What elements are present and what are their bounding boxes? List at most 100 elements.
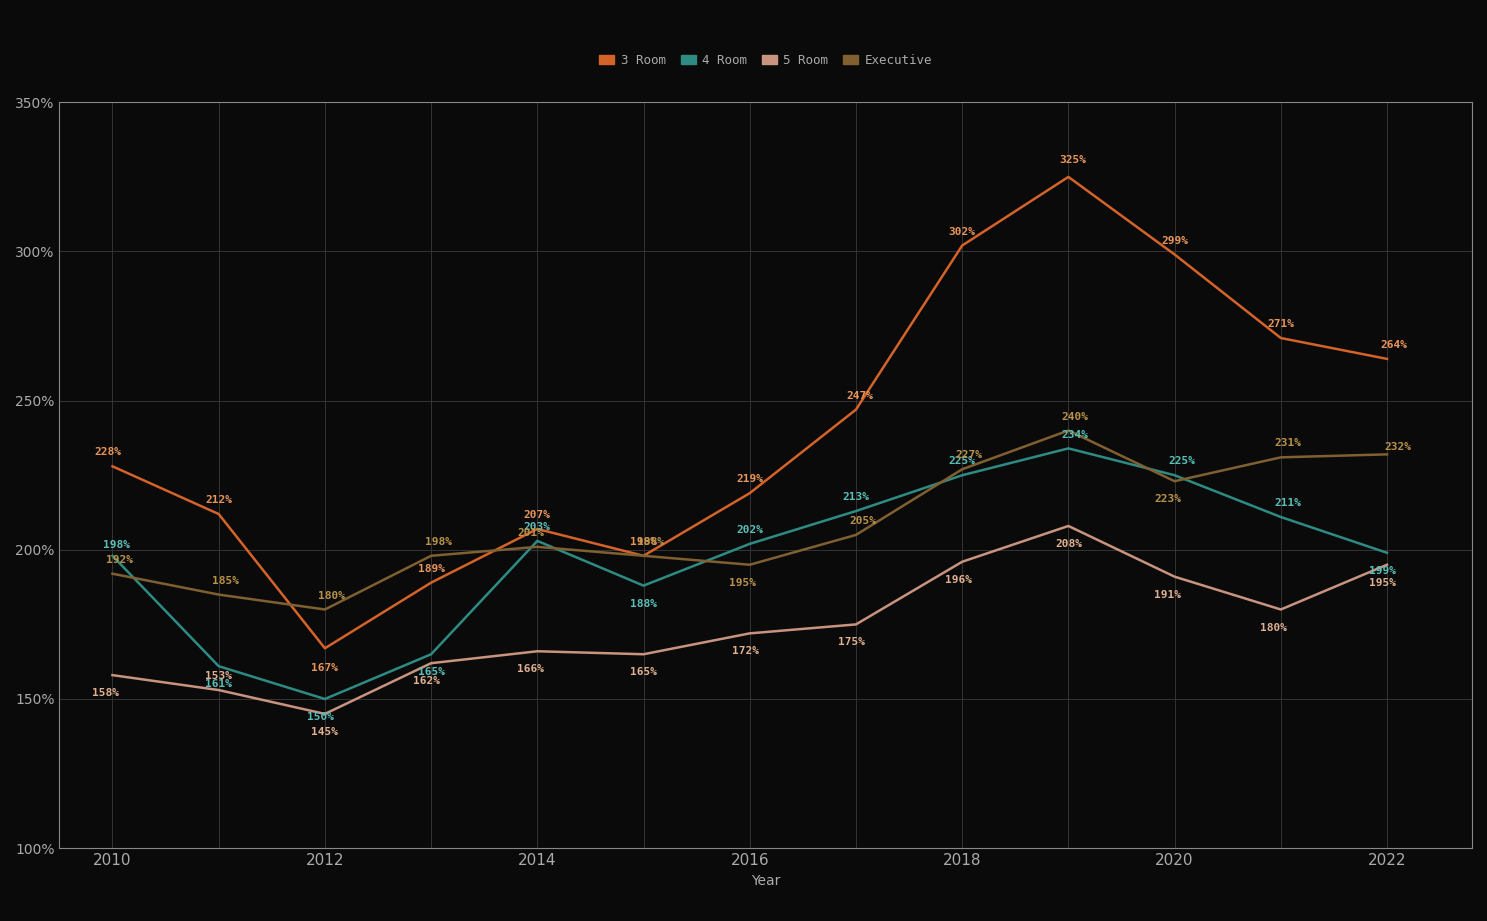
Executive [953, 464, 971, 475]
Text: 232%: 232% [1384, 442, 1411, 452]
Text: 271%: 271% [1267, 319, 1294, 329]
Text: 247%: 247% [846, 391, 874, 401]
Text: 175%: 175% [839, 637, 865, 647]
Executive [528, 542, 546, 553]
Text: 240%: 240% [1062, 412, 1088, 422]
Text: 167%: 167% [311, 663, 339, 672]
Legend: 3 Room, 4 Room, 5 Room, Executive: 3 Room, 4 Room, 5 Room, Executive [595, 49, 937, 72]
Executive [104, 568, 122, 579]
5 Room [635, 648, 653, 659]
X-axis label: Year: Year [751, 874, 781, 888]
Line: 5 Room: 5 Room [113, 526, 1387, 714]
Text: 145%: 145% [311, 727, 339, 737]
Text: 150%: 150% [308, 712, 335, 722]
5 Room [210, 684, 228, 695]
4 Room [1271, 511, 1289, 522]
Text: 192%: 192% [106, 554, 132, 565]
5 Room [1059, 520, 1077, 531]
Text: 172%: 172% [732, 647, 758, 657]
Text: 228%: 228% [95, 448, 122, 458]
Text: 219%: 219% [736, 474, 763, 484]
Executive [1271, 452, 1289, 463]
4 Room [635, 580, 653, 591]
3 Room [953, 240, 971, 251]
5 Room [104, 670, 122, 681]
Text: 180%: 180% [1261, 623, 1288, 633]
Text: 196%: 196% [944, 575, 971, 585]
5 Room [1378, 559, 1396, 570]
5 Room [741, 628, 758, 639]
Text: 185%: 185% [213, 576, 239, 586]
Text: 195%: 195% [1370, 577, 1396, 588]
3 Room [848, 404, 865, 415]
4 Room [1059, 443, 1077, 454]
Text: 161%: 161% [205, 679, 232, 689]
4 Room [210, 660, 228, 671]
5 Room [1166, 571, 1184, 582]
Text: 227%: 227% [956, 450, 983, 460]
3 Room [635, 550, 653, 561]
5 Room [315, 708, 333, 719]
Text: 162%: 162% [413, 676, 440, 686]
Text: 166%: 166% [517, 664, 544, 674]
Executive [635, 550, 653, 561]
Text: 208%: 208% [1054, 539, 1083, 549]
Text: 264%: 264% [1380, 340, 1408, 350]
Text: 189%: 189% [418, 564, 445, 574]
Executive [1378, 449, 1396, 460]
5 Room [528, 646, 546, 657]
3 Room [315, 643, 333, 654]
Text: 231%: 231% [1274, 438, 1301, 449]
4 Room [528, 535, 546, 546]
Executive [848, 530, 865, 541]
Text: 198%: 198% [425, 537, 452, 547]
Executive [1166, 475, 1184, 486]
Text: 198%: 198% [630, 537, 657, 547]
Text: 211%: 211% [1274, 498, 1301, 508]
Text: 205%: 205% [849, 516, 876, 526]
5 Room [953, 556, 971, 567]
3 Room [104, 460, 122, 472]
3 Room [1271, 332, 1289, 344]
5 Room [1271, 604, 1289, 615]
Text: 165%: 165% [418, 668, 445, 677]
Text: 202%: 202% [736, 525, 763, 535]
Text: 225%: 225% [1169, 456, 1196, 466]
4 Room [1378, 547, 1396, 558]
Line: 4 Room: 4 Room [113, 449, 1387, 699]
4 Room [315, 694, 333, 705]
Text: 225%: 225% [949, 456, 975, 466]
3 Room [741, 487, 758, 498]
4 Room [1166, 470, 1184, 481]
Executive [422, 550, 440, 561]
Text: 198%: 198% [636, 537, 665, 547]
Text: 165%: 165% [630, 668, 657, 677]
Text: 201%: 201% [517, 528, 544, 538]
4 Room [104, 550, 122, 561]
Text: 188%: 188% [630, 599, 657, 609]
Executive [315, 604, 333, 615]
Text: 223%: 223% [1154, 495, 1181, 505]
Text: 299%: 299% [1161, 236, 1188, 246]
3 Room [1378, 354, 1396, 365]
Executive [1059, 425, 1077, 436]
4 Room [953, 470, 971, 481]
Line: Executive: Executive [113, 430, 1387, 610]
Text: 213%: 213% [843, 492, 870, 502]
Text: 207%: 207% [523, 510, 550, 520]
3 Room [1059, 171, 1077, 182]
Text: 198%: 198% [103, 540, 131, 550]
5 Room [422, 658, 440, 669]
Text: 325%: 325% [1059, 156, 1086, 165]
3 Room [1166, 249, 1184, 260]
3 Room [210, 508, 228, 519]
3 Room [422, 577, 440, 589]
4 Room [422, 648, 440, 659]
Text: 153%: 153% [205, 671, 232, 682]
4 Room [741, 539, 758, 550]
3 Room [528, 523, 546, 534]
Line: 3 Room: 3 Room [113, 177, 1387, 648]
5 Room [848, 619, 865, 630]
Text: 158%: 158% [92, 688, 119, 698]
Text: 195%: 195% [729, 577, 757, 588]
